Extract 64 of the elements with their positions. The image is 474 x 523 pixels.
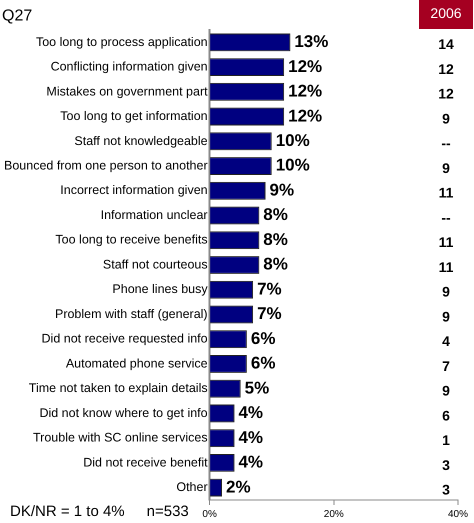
y-tick-label: Too long to process application (36, 34, 208, 49)
y-tick-label: Phone lines busy (112, 282, 208, 296)
annotation: 9 (442, 110, 450, 126)
annotation: 12 (438, 60, 454, 77)
x-tick-label: 40% (448, 508, 468, 520)
annotation: 3 (442, 481, 450, 498)
data-label: 8% (263, 205, 288, 224)
data-label: 5% (244, 378, 270, 398)
data-label: 7% (257, 279, 282, 298)
y-tick-label: Automated phone service (66, 356, 208, 370)
annotation: 7 (442, 358, 450, 374)
text: n=533 (146, 503, 189, 520)
y-tick-label: Conflicting information given (50, 60, 208, 74)
data-label: 10% (276, 131, 310, 150)
text: DK/NR = 1 to 4% (10, 503, 125, 520)
y-tick-label: Did not receive requested info (42, 332, 208, 346)
data-label: 8% (263, 254, 288, 274)
y-tick-label: Staff not courteous (102, 257, 208, 272)
annotation: 9 (442, 160, 450, 176)
x-tick-label: 20% (324, 508, 344, 520)
data-label: 13% (294, 32, 328, 52)
data-label: 6% (250, 328, 276, 348)
annotation: 9 (442, 382, 450, 399)
annotation: 9 (442, 284, 450, 300)
data-label: 7% (257, 304, 282, 324)
annotation: 9 (442, 308, 450, 324)
y-tick-label: Staff not knowledgeable (74, 134, 208, 148)
text: Q27 (2, 7, 32, 24)
y-tick-label: Mistakes on government part (46, 84, 208, 98)
annotation: 4 (442, 333, 450, 350)
data-label: 10% (276, 156, 310, 175)
data-label: 8% (263, 230, 288, 249)
data-label: 4% (238, 428, 264, 447)
y-tick-label: Problem with staff (general) (54, 306, 208, 321)
annotation: -- (441, 135, 451, 152)
text: 2006 (430, 4, 462, 21)
data-label: 12% (288, 56, 322, 76)
data-label: 4% (238, 403, 264, 422)
annotation: 12 (438, 86, 454, 102)
y-tick-label: Too long to get information (60, 109, 208, 124)
y-tick-label: Incorrect information given (60, 183, 208, 198)
data-label: 6% (250, 354, 276, 373)
y-tick-label: Trouble with SC online services (33, 430, 208, 445)
y-tick-label: Information unclear (100, 208, 208, 222)
y-tick-label: Other (176, 480, 208, 494)
data-label: 9% (269, 180, 294, 200)
data-label: 12% (288, 106, 322, 126)
y-tick-label: Did not know where to get info (39, 406, 208, 420)
annotation: 6 (442, 407, 450, 424)
annotation: 11 (438, 258, 454, 275)
data-label: 4% (238, 452, 264, 472)
annotation: 1 (442, 432, 450, 448)
y-tick-label: Did not receive benefit (83, 455, 208, 470)
y-tick-label: Bounced from one person to another (4, 158, 208, 173)
data-label: 12% (288, 82, 322, 101)
annotation: 11 (438, 234, 454, 250)
annotation: -- (441, 209, 451, 226)
y-tick-label: Time not taken to explain details (28, 381, 208, 396)
x-tick-label: 0% (202, 508, 217, 520)
y-tick-label: Too long to receive benefits (55, 232, 208, 247)
annotation: 3 (442, 456, 450, 473)
data-label: 2% (226, 477, 251, 496)
annotation: 14 (438, 36, 454, 52)
annotation: 11 (438, 184, 454, 201)
